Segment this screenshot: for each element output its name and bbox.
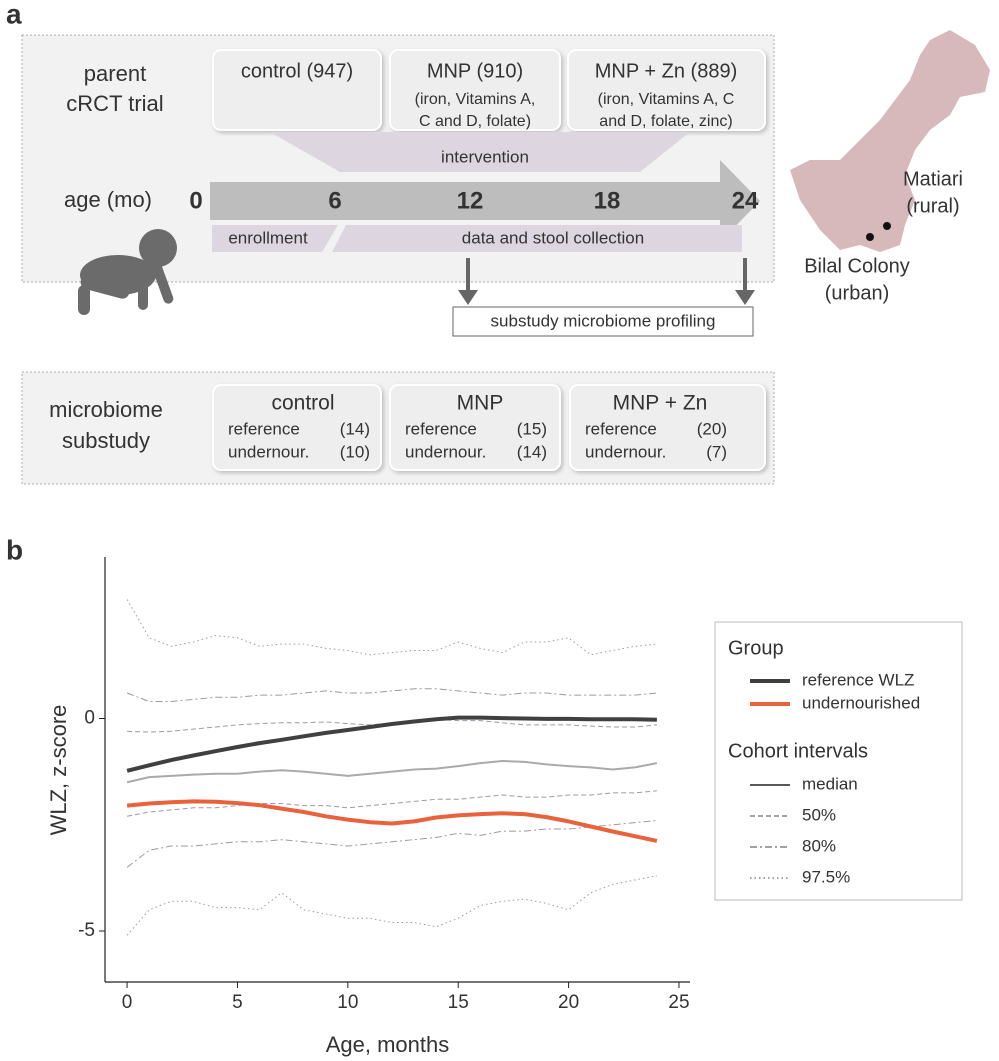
group-row-label: undernour.	[585, 442, 666, 461]
median-line	[126, 760, 658, 784]
group-name: MNP	[457, 392, 504, 415]
arm-box	[212, 49, 382, 131]
interval-lower	[127, 790, 657, 817]
group-name: control	[271, 392, 334, 415]
arm-detail: C and D, folate)	[419, 113, 531, 130]
group-row-count: (7)	[706, 442, 727, 461]
age-tick: 18	[594, 187, 621, 214]
map-pakistan	[790, 30, 990, 252]
age-label: age (mo)	[64, 187, 152, 212]
interval-lower	[126, 820, 657, 868]
down-arrow-head	[458, 290, 478, 305]
series-line	[126, 799, 658, 843]
group-name: MNP + Zn	[613, 392, 708, 415]
panel-label: a	[6, 0, 22, 29]
legend-label: 97.5%	[802, 867, 850, 886]
site-label: (urban)	[825, 282, 889, 304]
intervention-shape	[270, 132, 690, 172]
collection-shape	[332, 225, 742, 252]
x-tick-label: 25	[668, 992, 689, 1013]
x-axis-label: Age, months	[326, 1032, 450, 1057]
x-tick-label: 20	[558, 992, 579, 1013]
group-box	[389, 384, 561, 471]
age-tick: 6	[328, 187, 341, 214]
group-row-count: (20)	[697, 419, 727, 438]
legend-title: Group	[728, 637, 784, 659]
y-tick-label: 0	[84, 708, 95, 729]
legend-label: median	[802, 774, 858, 793]
enrollment-label: enrollment	[228, 228, 308, 247]
substudy-title: substudy	[62, 428, 150, 453]
site-dot	[866, 233, 874, 241]
down-arrow-head	[735, 290, 755, 305]
arm-detail: (iron, Vitamins A, C	[598, 91, 735, 108]
legend-label: 50%	[802, 805, 836, 824]
arm-box	[567, 49, 766, 131]
group-row-label: undernour.	[405, 442, 486, 461]
substudy-title: microbiome	[49, 397, 163, 422]
site-label: Bilal Colony	[804, 255, 910, 277]
age-tick: 24	[732, 187, 759, 214]
group-row-count: (14)	[340, 419, 370, 438]
y-axis-label: WLZ, z-score	[46, 705, 71, 836]
x-tick-label: 0	[122, 992, 133, 1013]
group-row-label: reference	[405, 419, 477, 438]
arm-detail: (iron, Vitamins A,	[415, 91, 536, 108]
profiling-box	[452, 306, 754, 337]
parent-title: parent	[84, 61, 146, 86]
legend-label: reference WLZ	[802, 670, 914, 689]
group-row-label: reference	[228, 419, 300, 438]
interval-upper	[126, 688, 657, 702]
site-label: Matiari	[903, 168, 963, 190]
parent-title: cRCT trial	[66, 91, 163, 116]
legend-title: Cohort intervals	[728, 740, 868, 762]
x-tick-label: 10	[337, 992, 358, 1013]
legend-label: 80%	[802, 836, 836, 855]
arm-name: MNP + Zn (889)	[595, 60, 737, 82]
legend-box	[714, 621, 963, 901]
arm-name: MNP (910)	[427, 60, 523, 82]
profiling-label: substudy microbiome profiling	[491, 311, 716, 330]
group-row-label: undernour.	[228, 442, 309, 461]
age-arrow	[210, 160, 760, 242]
x-tick-label: 5	[232, 992, 243, 1013]
site-dot	[883, 222, 891, 230]
group-row-label: reference	[585, 419, 657, 438]
legend-label: undernourished	[802, 693, 920, 712]
arm-box	[389, 49, 561, 131]
panel-label: b	[6, 534, 23, 565]
x-tick-label: 15	[448, 992, 469, 1013]
group-row-count: (14)	[517, 442, 547, 461]
enrollment-shape	[212, 225, 338, 252]
group-box	[569, 384, 766, 471]
interval-upper	[126, 599, 657, 656]
site-label: (rural)	[906, 195, 959, 217]
interval-lower	[126, 875, 657, 936]
arm-detail: and D, folate, zinc)	[599, 113, 732, 130]
arm-name: control (947)	[241, 60, 353, 82]
baby-icon	[78, 229, 177, 315]
intervention-label: intervention	[441, 147, 529, 166]
age-tick: 0	[189, 187, 202, 214]
group-box	[212, 384, 382, 471]
collection-label: data and stool collection	[462, 228, 644, 247]
group-row-count: (10)	[340, 442, 370, 461]
series-line	[126, 715, 657, 773]
group-row-count: (15)	[517, 419, 547, 438]
age-tick: 12	[457, 187, 484, 214]
y-tick-label: -5	[78, 920, 95, 941]
